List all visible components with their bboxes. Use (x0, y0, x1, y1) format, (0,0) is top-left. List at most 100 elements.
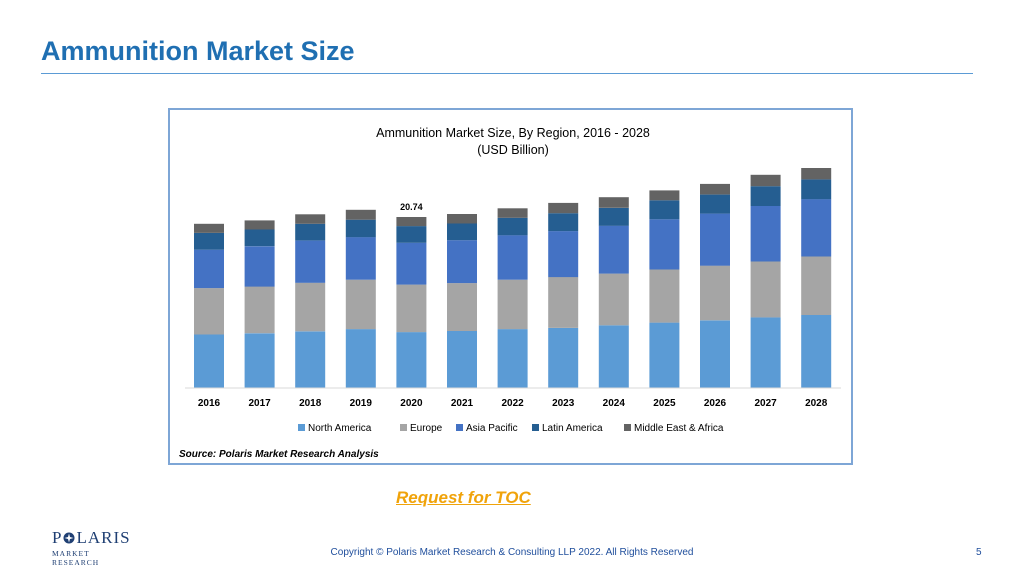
chart-frame: Ammunition Market Size, By Region, 2016 … (168, 108, 853, 465)
legend-label-middle-east-africa: Middle East & Africa (634, 423, 724, 434)
data-label-2020: 20.74 (400, 202, 423, 212)
bar-2021-middle-east-africa (447, 214, 477, 224)
x-tick-2027: 2027 (754, 398, 777, 409)
bar-2020-north-america (396, 332, 427, 388)
bar-2024-europe (598, 273, 629, 326)
bar-2017-latin-america (244, 229, 275, 247)
bar-2022-latin-america (497, 217, 528, 236)
bar-2025-latin-america (649, 200, 680, 220)
legend-label-europe: Europe (410, 423, 443, 434)
bar-2025-asia-pacific (649, 219, 680, 270)
legend-label-latin-america: Latin America (542, 423, 603, 434)
bar-2016-latin-america (194, 233, 224, 250)
bar-2024-middle-east-africa (598, 197, 629, 208)
legend-swatch-middle-east-africa (624, 424, 631, 431)
legend-swatch-europe (400, 424, 407, 431)
bar-2019-latin-america (345, 219, 376, 238)
bar-2027-north-america (750, 317, 781, 388)
bar-2016-asia-pacific (194, 249, 224, 289)
bar-2018-europe (295, 282, 326, 332)
bar-2023-north-america (548, 328, 579, 388)
chart-legend: North America Europe Asia Pacific Latin Ame… (298, 423, 724, 434)
request-toc-link[interactable]: Request for TOC (396, 488, 531, 507)
bar-2026-latin-america (700, 194, 730, 214)
logo-subtext: MARKET RESEARCH (52, 549, 100, 567)
bar-2027-europe (750, 261, 781, 318)
legend-label-asia-pacific: Asia Pacific (466, 423, 518, 434)
bar-2017-europe (244, 286, 275, 334)
x-tick-2028: 2028 (805, 398, 828, 409)
bar-2024-north-america (598, 325, 629, 388)
bar-2022-asia-pacific (497, 235, 528, 280)
bar-2017-north-america (244, 333, 275, 388)
bar-2021-asia-pacific (447, 240, 477, 284)
title-divider (41, 73, 973, 74)
bar-2023-latin-america (548, 213, 579, 232)
bar-2021-latin-america (447, 223, 477, 241)
x-tick-2025: 2025 (653, 398, 676, 409)
bar-2016-middle-east-africa (194, 223, 224, 233)
bar-2018-asia-pacific (295, 240, 326, 283)
x-tick-2020: 2020 (400, 398, 423, 409)
bar-2022-middle-east-africa (497, 208, 528, 218)
bar-2018-north-america (295, 331, 326, 388)
bar-2018-middle-east-africa (295, 214, 326, 224)
data-labels: 20.74 (400, 202, 423, 212)
copyright-text: Copyright © Polaris Market Research & Co… (330, 547, 694, 558)
polaris-logo: P LARIS MARKET RESEARCH (52, 529, 132, 568)
bar-2028-middle-east-africa (801, 168, 832, 180)
bar-2026-europe (700, 265, 730, 321)
x-tick-2018: 2018 (299, 398, 322, 409)
bar-2019-asia-pacific (345, 237, 376, 280)
bar-2027-latin-america (750, 186, 781, 206)
bar-2020-europe (396, 284, 427, 333)
bar-2016-north-america (194, 334, 224, 388)
bar-2027-middle-east-africa (750, 174, 781, 187)
x-tick-2019: 2019 (350, 398, 373, 409)
bar-2028-north-america (801, 315, 832, 388)
bar-2020-latin-america (396, 226, 427, 243)
bar-2028-latin-america (801, 179, 832, 200)
bar-2025-middle-east-africa (649, 190, 680, 201)
x-tick-labels: 2016 2017 2018 2019 2020 2021 2022 2023 2024 2025… (198, 398, 828, 409)
bar-2020-asia-pacific (396, 242, 427, 285)
bar-2019-europe (345, 279, 376, 330)
bar-2023-middle-east-africa (548, 202, 579, 214)
x-tick-2026: 2026 (704, 398, 727, 409)
legend-swatch-latin-america (532, 424, 539, 431)
bar-2026-middle-east-africa (700, 183, 730, 195)
bar-2019-north-america (345, 329, 376, 388)
bar-2027-asia-pacific (750, 206, 781, 262)
bar-2028-asia-pacific (801, 199, 832, 257)
chart-subtitle: (USD Billion) (477, 143, 549, 157)
x-tick-2021: 2021 (451, 398, 474, 409)
bar-2020-middle-east-africa (396, 217, 427, 227)
bar-2026-north-america (700, 320, 730, 388)
bar-2022-europe (497, 279, 528, 330)
x-tick-2017: 2017 (248, 398, 271, 409)
bar-2017-middle-east-africa (244, 220, 275, 230)
bar-2021-north-america (447, 331, 477, 388)
bar-2025-europe (649, 269, 680, 323)
bar-2028-europe (801, 256, 832, 315)
bar-2026-asia-pacific (700, 213, 730, 266)
bar-2017-asia-pacific (244, 246, 275, 287)
x-tick-2024: 2024 (603, 398, 626, 409)
bar-2025-north-america (649, 322, 680, 388)
legend-swatch-north-america (298, 424, 305, 431)
chart-source: Source: Polaris Market Research Analysis (179, 449, 379, 460)
legend-label-north-america: North America (308, 423, 372, 434)
bar-2024-latin-america (598, 207, 629, 226)
bars-layer (194, 168, 832, 388)
slide-title: Ammunition Market Size (41, 36, 355, 66)
page-number: 5 (976, 547, 982, 558)
bar-2018-latin-america (295, 223, 326, 241)
bar-2019-middle-east-africa (345, 209, 376, 220)
x-tick-2023: 2023 (552, 398, 575, 409)
chart-title: Ammunition Market Size, By Region, 2016 … (376, 126, 650, 140)
bar-2023-asia-pacific (548, 231, 579, 278)
star-icon (63, 532, 75, 544)
bar-2024-asia-pacific (598, 225, 629, 274)
bar-2021-europe (447, 283, 477, 331)
bar-2022-north-america (497, 329, 528, 388)
